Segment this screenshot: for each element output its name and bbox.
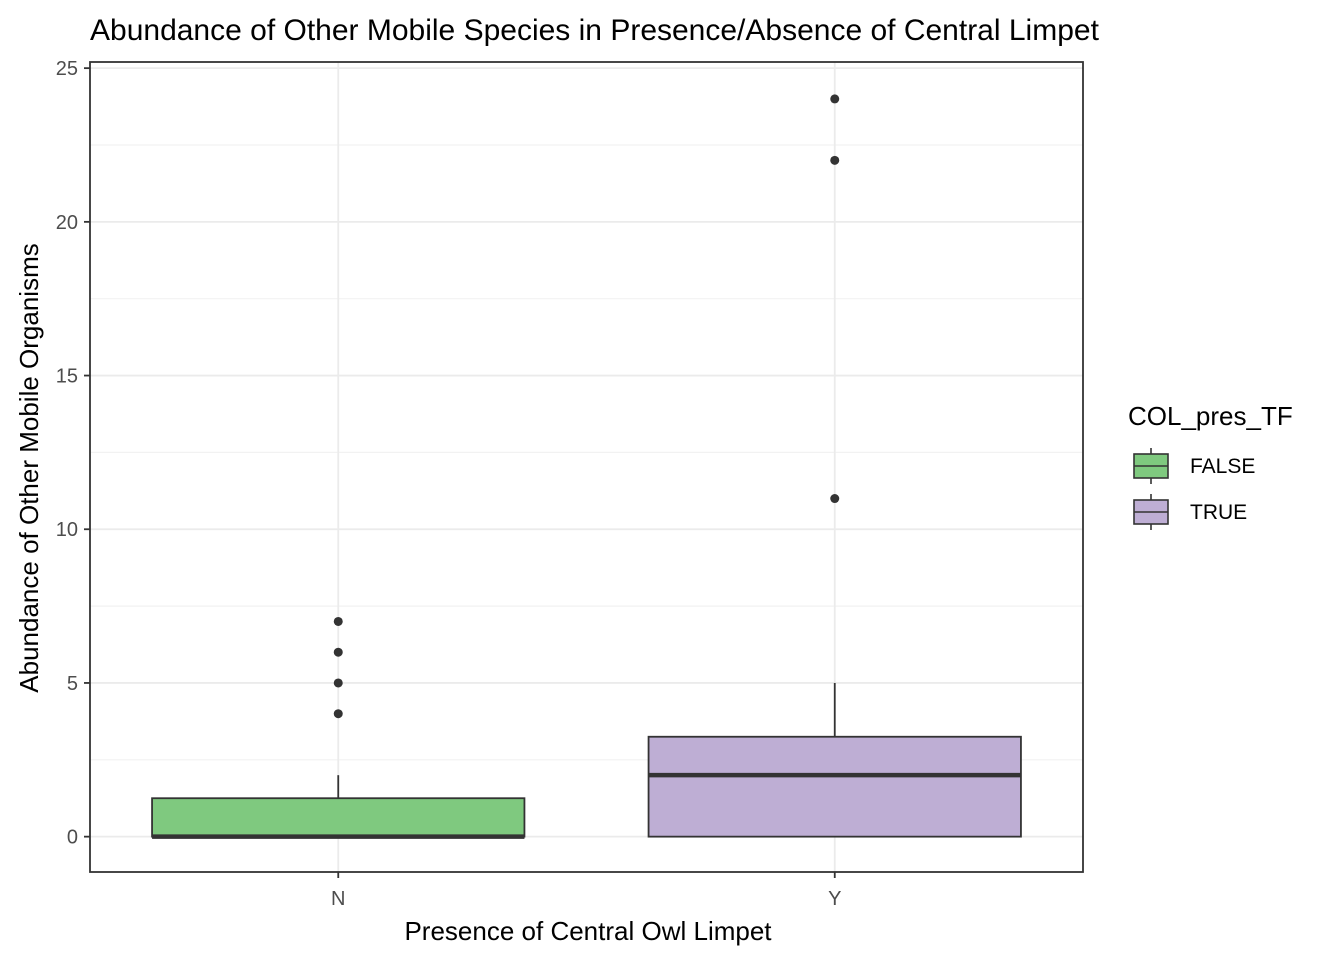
y-tick-label: 5 (67, 673, 78, 695)
outlier-point (830, 155, 840, 165)
plot-area: 0 5 10 15 20 25 N Y (56, 58, 1084, 910)
legend-title: COL_pres_TF (1128, 401, 1293, 431)
outlier-point (333, 616, 343, 626)
x-tick-label: Y (828, 888, 841, 910)
legend: COL_pres_TF FALSE TRUE (1128, 401, 1293, 530)
box-N (151, 616, 526, 839)
legend-key-false: FALSE (1133, 448, 1255, 484)
x-axis-title: Presence of Central Owl Limpet (404, 916, 772, 946)
x-tick-label: N (331, 888, 345, 910)
y-tick-label: 20 (56, 212, 78, 234)
outlier-point (333, 678, 343, 688)
y-tick-label: 0 (67, 827, 78, 849)
y-tick-label: 15 (56, 366, 78, 388)
box-Y (647, 94, 1022, 838)
outlier-point (830, 494, 840, 504)
y-tick-label: 25 (56, 58, 78, 80)
plot-border (89, 61, 1084, 873)
outlier-point (830, 94, 840, 104)
outlier-point (333, 647, 343, 657)
box-body (151, 797, 526, 838)
y-tick-label: 10 (56, 519, 78, 541)
legend-label: FALSE (1190, 455, 1255, 478)
chart-title: Abundance of Other Mobile Species in Pre… (90, 14, 1100, 47)
y-axis-title: Abundance of Other Mobile Organisms (14, 243, 44, 692)
legend-label: TRUE (1190, 501, 1247, 524)
outlier-point (333, 709, 343, 719)
box-body (647, 735, 1022, 838)
legend-key-true: TRUE (1133, 494, 1247, 530)
